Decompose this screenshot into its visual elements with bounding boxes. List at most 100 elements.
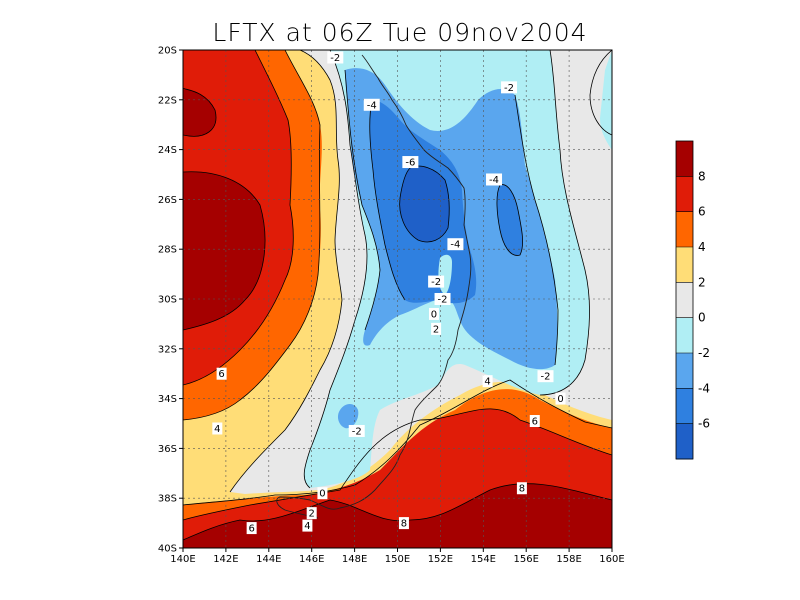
contour-label-bg (306, 507, 317, 520)
x-tick-label: 152E (428, 554, 453, 565)
contour-label-text: 2 (309, 509, 315, 520)
contour-label-bg (434, 293, 451, 305)
contour-label: 6 (529, 415, 540, 428)
contour-label-bg (447, 238, 464, 251)
contour-label-text: -2 (352, 426, 362, 437)
contour-label-text: 0 (557, 394, 563, 405)
contour-label: 6 (216, 367, 227, 380)
contour-label-text: -4 (450, 240, 460, 251)
y-tick-label: 32S (158, 344, 177, 355)
contour-label: 8 (398, 517, 409, 530)
x-tick-label: 154E (471, 554, 496, 565)
contour-label: -2 (537, 370, 554, 383)
colorbar-segment-6to8 (676, 176, 693, 213)
x-tick-label: 146E (299, 554, 324, 565)
contour-label-bg (516, 482, 527, 495)
colorbar-segment-4to6 (676, 211, 693, 248)
colorbar-frame (675, 140, 694, 460)
contour-label: -2 (428, 275, 445, 288)
contour-label: 4 (212, 422, 223, 435)
contour-label-text: -6 (405, 158, 415, 169)
colorbar-tick-label: 0 (698, 311, 706, 325)
x-tick-label: 158E (556, 554, 581, 565)
colorbar-segment-m2to0 (676, 317, 693, 354)
contour-label-bg (501, 81, 518, 94)
contour-label-bg (482, 375, 493, 388)
contour-label-bg (402, 156, 419, 169)
contour-label: -4 (447, 238, 464, 251)
x-tick-label: 150E (385, 554, 410, 565)
contour-label: 0 (555, 392, 566, 405)
contour-label-text: 4 (214, 424, 220, 435)
contour-label: -2 (434, 293, 451, 306)
contour-label-bg (212, 422, 223, 435)
y-tick-label: 34S (158, 394, 177, 405)
coastline (276, 54, 472, 519)
contour-label-text: -2 (541, 372, 551, 383)
colorbar-segment-gt8 (676, 141, 693, 177)
contour-label-bg (246, 522, 257, 535)
contour-label: 2 (431, 322, 442, 335)
contour-label-text: -2 (438, 295, 448, 306)
contour-label-text: 4 (484, 377, 490, 388)
contour-label-text: 6 (532, 417, 538, 428)
contour-label-text: 4 (304, 521, 310, 532)
contour-label-bg (486, 173, 503, 186)
region-m2to0-inner (392, 254, 452, 333)
x-tick-label: 160E (599, 554, 624, 565)
contour-label: 4 (482, 375, 493, 388)
contour-label: 2 (306, 507, 317, 520)
contour-label-bg (555, 392, 566, 405)
contour-label-bg (216, 367, 227, 380)
colorbar-segment-m4tom2 (676, 353, 693, 389)
y-tick-label: 36S (158, 444, 177, 455)
contour-label: -4 (363, 98, 380, 111)
map-title: LFTX at 06Z Tue 09nov2004 (212, 18, 588, 47)
y-tick-label: 26S (158, 195, 177, 206)
contour-label-bg (537, 370, 554, 383)
contour-label-text: 8 (401, 519, 407, 530)
y-tick-label: 22S (158, 95, 177, 106)
contour-lines (183, 50, 612, 541)
contour-label-bg (431, 322, 442, 335)
contour-label: 4 (302, 519, 313, 532)
contour-label-text: 2 (433, 324, 439, 335)
contour-label-bg (317, 487, 328, 500)
x-tick-label: 156E (513, 554, 538, 565)
contour-label: 6 (246, 522, 257, 535)
colorbar-segment-0to2 (676, 282, 693, 319)
contour-label-bg (302, 519, 313, 532)
contour-label-text: 6 (218, 369, 224, 380)
colorbar-segment-ltm6 (676, 423, 693, 460)
colorbar-tick-label: 2 (698, 275, 706, 289)
contour-label-text: -2 (504, 83, 514, 94)
contour-label-text: 6 (248, 524, 254, 535)
contour-label: 0 (428, 307, 439, 320)
colorbar-tick-label: -2 (698, 346, 710, 360)
contour-label-text: -2 (431, 277, 441, 288)
contour-label-text: -4 (367, 100, 377, 111)
contour-label: -2 (501, 81, 518, 94)
colorbar-tick-label: 6 (698, 205, 706, 219)
contour-label: -4 (486, 173, 503, 186)
contour-label-text: 0 (431, 309, 437, 320)
colorbar-segment-2to4 (676, 247, 693, 283)
y-tick-label: 20S (158, 46, 177, 57)
colorbar-tick-label: 4 (698, 240, 706, 254)
x-axis-ticks: 140E 142E 144E 146E 148E 150E 152E 154E 156E 158E… (170, 548, 625, 565)
y-tick-label: 40S (158, 544, 177, 555)
contour-label-bg (398, 517, 409, 530)
contour-label-bg (363, 98, 380, 111)
contour-label-bg (428, 307, 439, 320)
contour-label: 8 (516, 482, 527, 495)
y-tick-label: 30S (158, 295, 177, 306)
contour-fill-layer (183, 50, 612, 548)
y-axis-ticks: 20S 22S 24S 26S 28S 30S 32S 34S 36S 38S 40S (158, 46, 183, 555)
contour-label-bg (327, 51, 344, 64)
contour-label: -6 (402, 156, 419, 169)
x-tick-label: 140E (170, 554, 195, 565)
contour-label: -2 (327, 51, 344, 64)
region-ltm6 (399, 166, 450, 242)
